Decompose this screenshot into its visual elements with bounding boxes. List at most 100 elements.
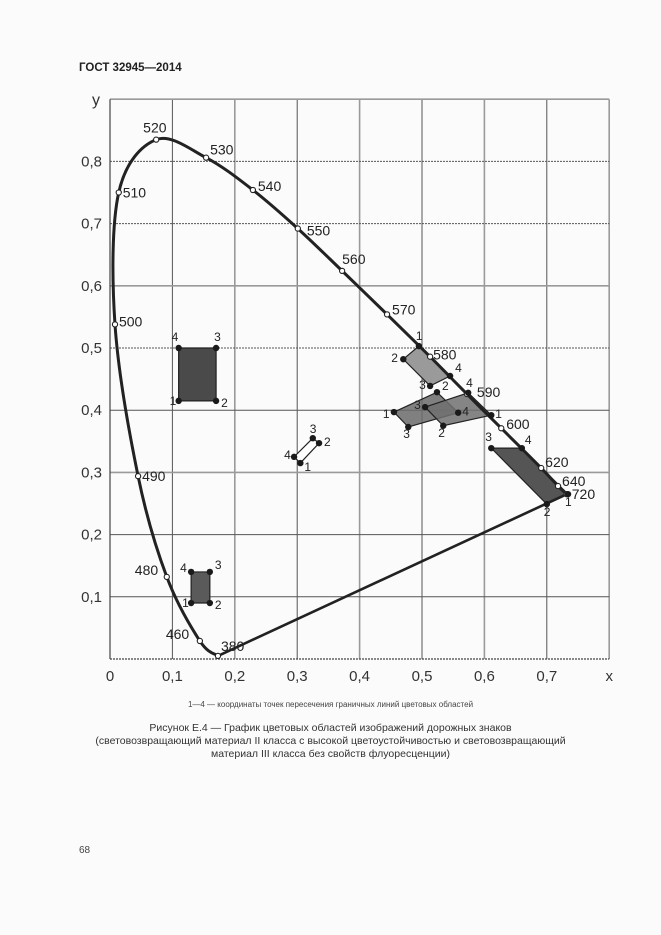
x-tick-label: 0,3 (287, 668, 308, 685)
y-tick-label: 0,3 (81, 464, 102, 481)
x-tick-label: 0,2 (224, 668, 245, 685)
spectral-locus: 380 460 480 490 500 510 520 530 540 550 560 570 580 5… (111, 120, 596, 660)
cie-chromaticity-chart: 0 0,1 0,2 0,3 0,4 0,5 0,6 0,7 0,1 0,2 0,3 0,4 0,5 0,6… (81, 92, 613, 685)
region-point (212, 344, 220, 352)
region-point (488, 444, 495, 452)
x-axis-label: x (605, 668, 613, 685)
wavelength-label: 620 (545, 454, 569, 470)
region-point (440, 422, 447, 429)
wavelength-marker (163, 573, 170, 581)
region-green (178, 347, 217, 402)
legend-note: 1—4 — координаты точек пересечения грани… (187, 700, 474, 709)
region-point (187, 568, 195, 576)
region-point (309, 434, 316, 442)
region-point (464, 389, 472, 396)
region-point-label: 1 (170, 394, 177, 408)
figure-caption: Рисунок Е.4 — График цветовых областей и… (0, 722, 661, 761)
region-point-label: 3 (414, 398, 421, 412)
x-tick-label: 0,6 (474, 668, 495, 685)
wavelength-marker (214, 652, 222, 660)
wavelength-label: 570 (392, 301, 416, 317)
region-point (488, 411, 495, 419)
wavelength-marker (115, 189, 122, 196)
wavelength-marker (554, 482, 562, 490)
y-tick-label: 0,1 (81, 589, 102, 606)
region-point (187, 599, 195, 607)
region-point (426, 382, 434, 390)
wavelength-marker (134, 472, 142, 480)
region-point (212, 397, 220, 405)
region-point (421, 403, 429, 411)
page-number: 68 (79, 845, 91, 856)
wavelength-label: 540 (258, 178, 282, 194)
wavelength-label: 500 (119, 313, 143, 329)
region-point-label: 1 (304, 460, 311, 474)
region-point-label: 2 (442, 379, 449, 393)
wavelength-label: 720 (572, 486, 596, 502)
region-point-label: 4 (180, 561, 187, 575)
caption-line-1: Рисунок Е.4 — График цветовых областей и… (149, 722, 512, 734)
region-point (297, 459, 304, 467)
y-tick-label: 0,4 (81, 402, 102, 419)
caption-line-3: материал III класса без свойств флуоресц… (211, 748, 450, 760)
wavelength-marker (153, 136, 160, 143)
region-point (405, 423, 412, 431)
region-point (206, 568, 214, 576)
wavelength-marker (426, 353, 434, 360)
region-point-label: 2 (391, 351, 398, 365)
wavelength-label: 510 (123, 185, 147, 201)
y-tick-label: 0,8 (81, 153, 102, 170)
region-point (518, 444, 526, 452)
wavelength-label: 550 (307, 223, 331, 239)
region-point-label: 4 (455, 361, 462, 375)
y-tick-label: 0,7 (81, 216, 102, 233)
region-point-label: 2 (215, 598, 222, 612)
wavelength-marker (111, 321, 119, 328)
region-point (290, 453, 298, 461)
wavelength-marker (383, 311, 391, 318)
wavelength-label: 460 (166, 626, 190, 642)
caption-line-2: (световозвращающий материал II класса с … (95, 735, 566, 747)
wavelength-label: 590 (477, 384, 501, 400)
region-point (454, 409, 462, 416)
region-point-label: 4 (466, 376, 473, 390)
wavelength-marker (538, 464, 545, 472)
wavelength-marker (249, 186, 257, 194)
region-point-label: 3 (214, 330, 221, 344)
wavelength-marker (294, 225, 301, 232)
x-tick-label: 0,5 (412, 668, 433, 685)
region-point (175, 344, 182, 352)
region-point-label: 3 (215, 558, 222, 572)
region-point-label: 2 (438, 426, 445, 440)
region-point (543, 500, 550, 508)
wavelength-label: 580 (433, 347, 457, 363)
region-point (315, 439, 323, 447)
y-tick-label: 0,2 (81, 527, 102, 544)
region-point-label: 1 (416, 329, 423, 343)
region-point (415, 342, 423, 350)
wavelength-label: 560 (342, 251, 366, 267)
region-point-label: 1 (565, 495, 572, 509)
region-point (206, 599, 214, 607)
region-point (433, 388, 441, 396)
region-point-label: 3 (403, 427, 410, 441)
region-point-label: 3 (310, 422, 317, 436)
axis-labels: 0 0,1 0,2 0,3 0,4 0,5 0,6 0,7 0,1 0,2 0,3 0,4 0,5 0,6… (81, 92, 613, 685)
region-point-label: 2 (324, 435, 331, 449)
region-point (400, 355, 407, 363)
y-tick-label: 0,6 (81, 278, 102, 295)
wavelength-marker (498, 425, 505, 432)
wavelength-label: 480 (135, 562, 159, 578)
region-point-label: 4 (525, 433, 532, 447)
wavelength-label: 640 (562, 473, 586, 489)
x-tick-label: 0 (106, 668, 114, 685)
wavelength-marker (202, 154, 210, 161)
wavelength-label: 520 (143, 120, 167, 136)
wavelength-label: 380 (221, 638, 245, 654)
wavelength-label: 490 (142, 468, 166, 484)
region-point (564, 490, 572, 498)
region-point-label: 2 (544, 505, 551, 519)
region-point-label: 4 (284, 448, 291, 462)
purple-line (217, 492, 568, 658)
